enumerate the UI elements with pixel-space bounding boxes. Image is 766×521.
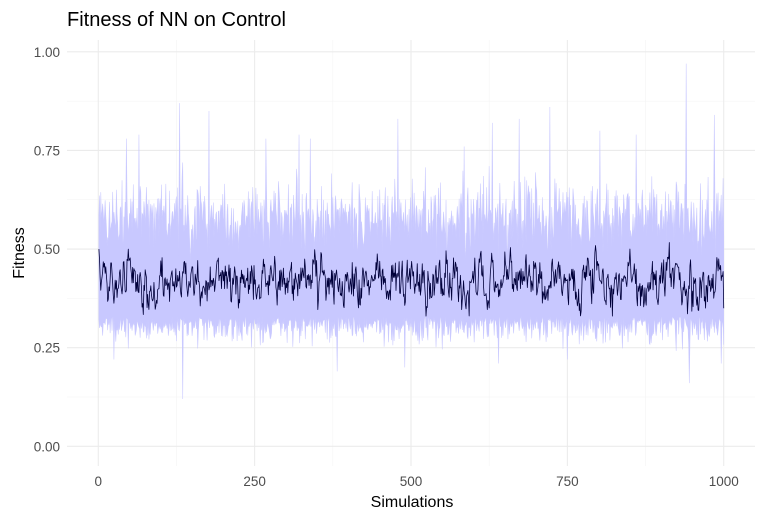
line-layer bbox=[98, 242, 725, 317]
x-tick-label: 1000 bbox=[709, 474, 739, 489]
y-tick-label: 0.75 bbox=[34, 143, 60, 158]
chart-title: Fitness of NN on Control bbox=[67, 9, 286, 31]
y-tick-label: 0.50 bbox=[34, 242, 60, 257]
x-axis-title: Simulations bbox=[371, 494, 454, 511]
y-tick-label: 0.00 bbox=[34, 439, 60, 454]
y-tick-label: 0.25 bbox=[34, 341, 60, 356]
y-axis-ticks: 0.00 0.25 0.50 0.75 1.00 bbox=[34, 45, 60, 454]
x-axis-ticks: 0 250 500 750 1000 bbox=[95, 474, 739, 489]
y-tick-label: 1.00 bbox=[34, 45, 60, 60]
fitness-line bbox=[98, 242, 725, 317]
ribbon-layer bbox=[98, 63, 725, 399]
x-tick-label: 250 bbox=[243, 474, 266, 489]
fitness-ribbon bbox=[98, 63, 725, 399]
x-tick-label: 0 bbox=[95, 474, 103, 489]
x-tick-label: 750 bbox=[556, 474, 579, 489]
x-tick-label: 500 bbox=[400, 474, 423, 489]
y-axis-title: Fitness bbox=[11, 227, 28, 279]
